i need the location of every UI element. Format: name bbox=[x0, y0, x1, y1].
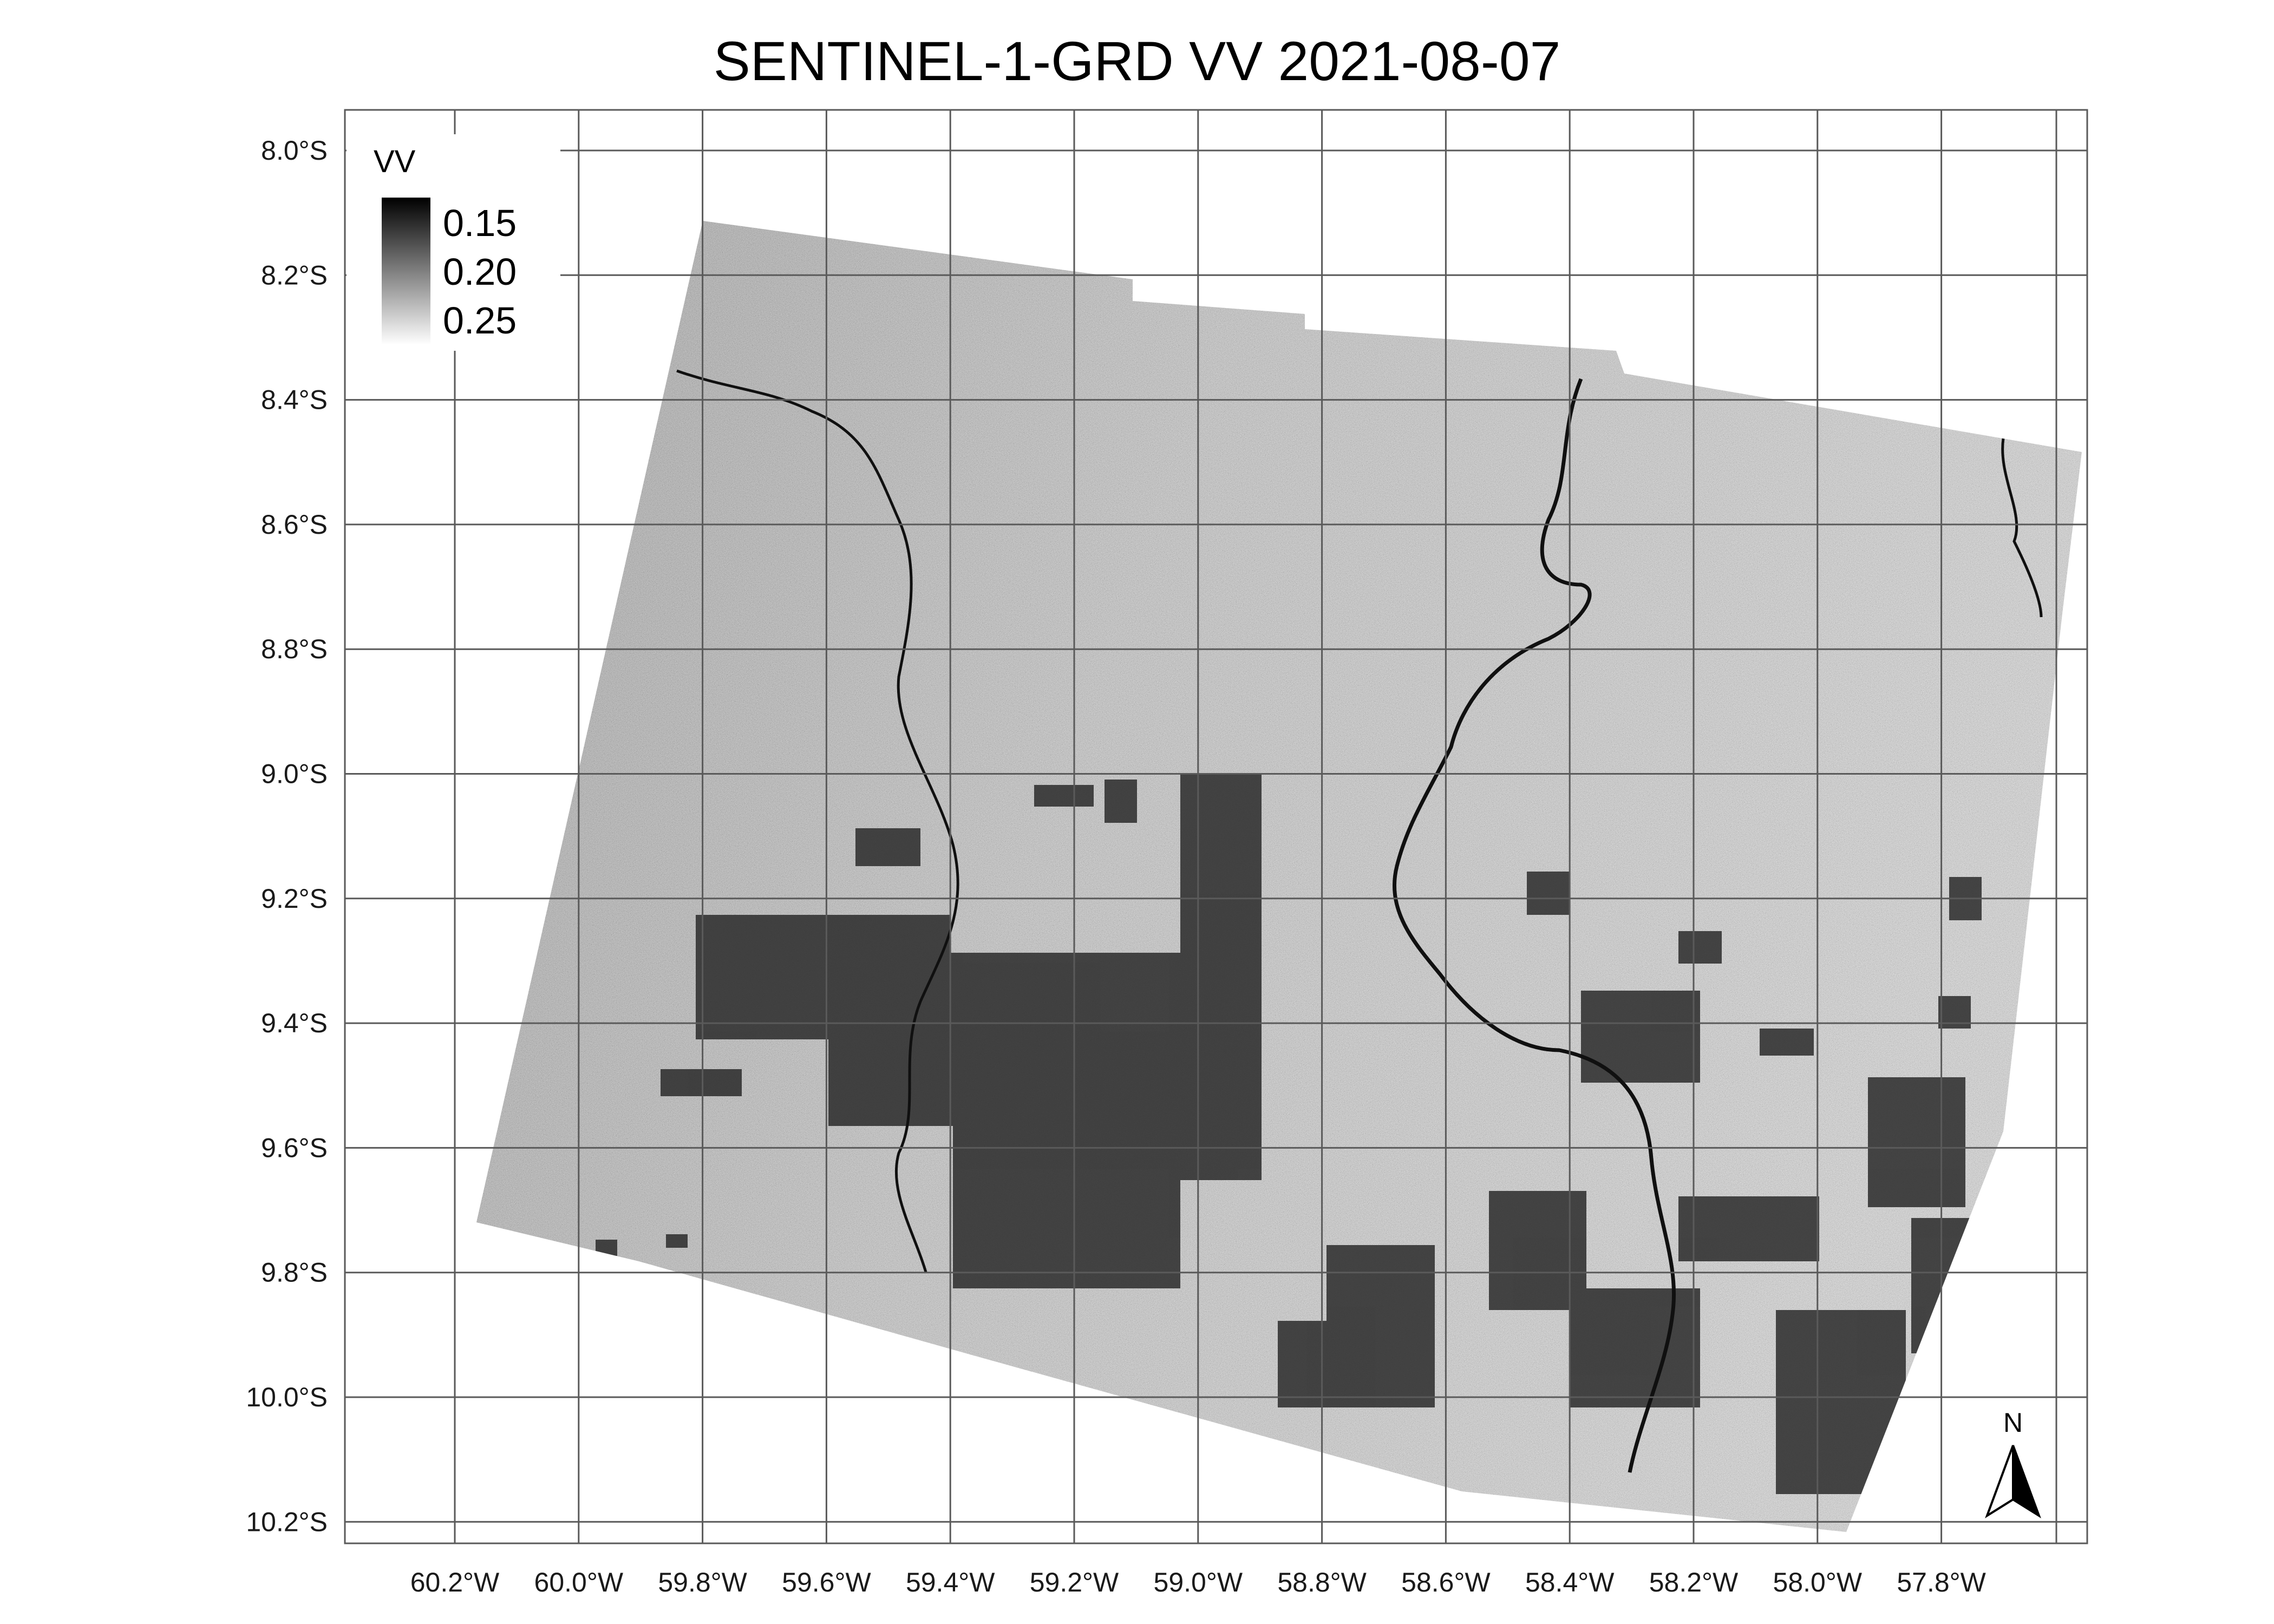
latitude-tick-label: 9.2°S bbox=[261, 883, 328, 914]
longitude-tick-label: 59.6°W bbox=[782, 1567, 871, 1597]
latitude-tick-label: 9.6°S bbox=[261, 1132, 328, 1163]
legend-title: VV bbox=[374, 144, 416, 179]
longitude-tick-label: 58.2°W bbox=[1649, 1567, 1739, 1597]
north-arrow-icon bbox=[1985, 1445, 2014, 1518]
legend-label: 0.20 bbox=[443, 251, 517, 293]
latitude-tick-label: 8.2°S bbox=[261, 260, 328, 290]
longitude-tick-label: 59.2°W bbox=[1030, 1567, 1119, 1597]
longitude-tick-label: 59.4°W bbox=[906, 1567, 995, 1597]
longitude-tick-label: 58.4°W bbox=[1525, 1567, 1615, 1597]
latitude-tick-label: 9.8°S bbox=[261, 1258, 328, 1288]
rivers bbox=[676, 369, 2043, 1473]
longitude-tick-label: 60.0°W bbox=[534, 1567, 624, 1597]
north-arrow: N bbox=[1985, 1407, 2041, 1518]
longitude-tick-label: 58.0°W bbox=[1773, 1567, 1863, 1597]
latitude-tick-label: 10.2°S bbox=[246, 1507, 328, 1537]
legend-colorbar bbox=[382, 198, 430, 345]
latitude-tick-label: 8.8°S bbox=[261, 634, 328, 664]
longitude-tick-label: 59.0°W bbox=[1154, 1567, 1243, 1597]
longitude-tick-label: 59.8°W bbox=[658, 1567, 747, 1597]
longitude-tick-label: 60.2°W bbox=[410, 1567, 500, 1597]
map-title: SENTINEL-1-GRD VV 2021-08-07 bbox=[713, 30, 1561, 92]
latitude-tick-label: 8.6°S bbox=[261, 509, 328, 540]
latitude-tick-label: 8.4°S bbox=[261, 385, 328, 415]
panel-border bbox=[344, 109, 2088, 1544]
longitude-tick-label: 57.8°W bbox=[1897, 1567, 1986, 1597]
legend-label: 0.25 bbox=[443, 299, 517, 342]
latitude-tick-label: 9.0°S bbox=[261, 759, 328, 789]
longitude-tick-labels: 60.2°W 60.0°W 59.8°W 59.6°W 59.4°W 59.2°W 59.0… bbox=[410, 1567, 1987, 1597]
latitude-tick-label: 9.4°S bbox=[261, 1008, 328, 1038]
legend-label: 0.15 bbox=[443, 202, 517, 244]
latitude-tick-label: 10.0°S bbox=[246, 1382, 328, 1412]
legend: VV 0.15 0.20 0.25 bbox=[347, 134, 560, 351]
latitude-tick-labels: 8.0°S 8.2°S 8.4°S 8.6°S 8.8°S 9.0°S 9.2°S 9.4°S… bbox=[246, 135, 328, 1537]
latitude-tick-label: 8.0°S bbox=[261, 135, 328, 166]
north-arrow-label: N bbox=[2003, 1407, 2023, 1438]
dark-field-patches bbox=[596, 774, 1982, 1494]
longitude-tick-label: 58.8°W bbox=[1277, 1567, 1367, 1597]
graticule bbox=[345, 110, 2087, 1543]
longitude-tick-label: 58.6°W bbox=[1401, 1567, 1491, 1597]
